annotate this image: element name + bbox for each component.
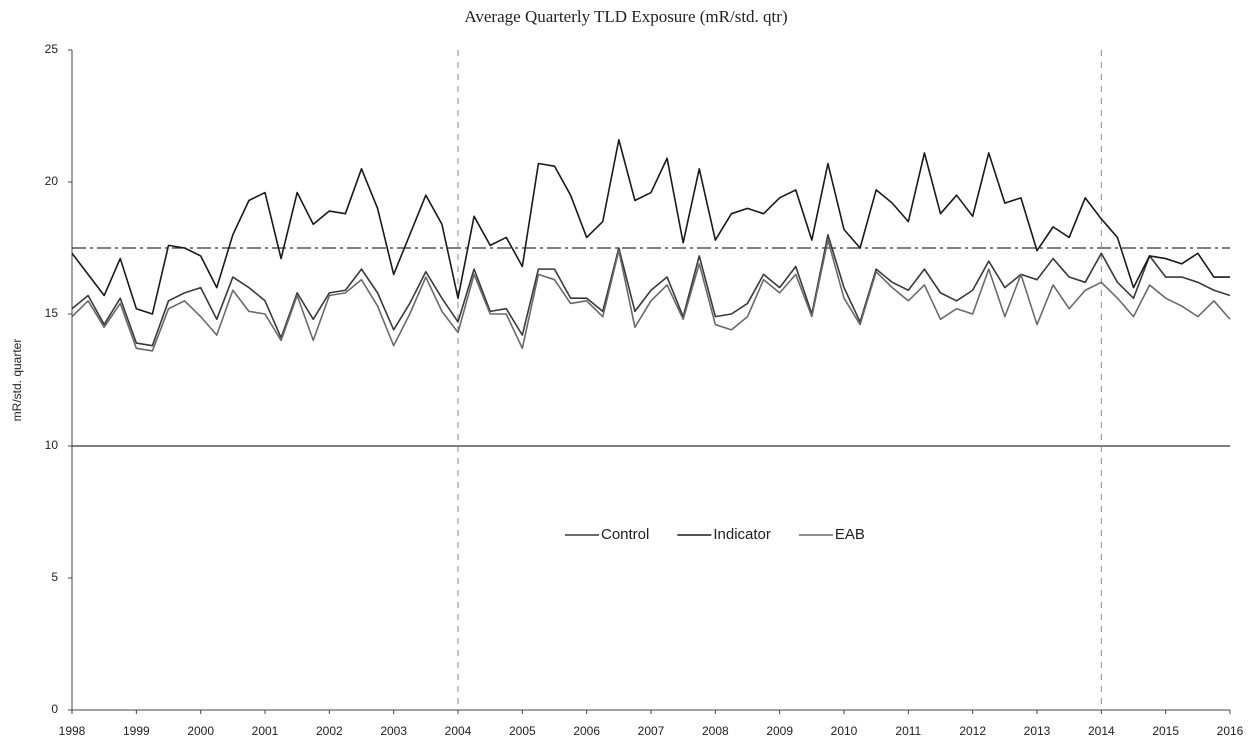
y-axis-label: mR/std. quarter (10, 339, 24, 422)
legend-label: Control (601, 526, 649, 543)
series-line (71, 138, 1230, 315)
y-tick-label: 20 (45, 174, 59, 188)
x-tick-label: 2007 (638, 724, 665, 738)
x-tick-label: 2000 (187, 724, 214, 738)
y-tick-label: 0 (51, 702, 58, 716)
series-line (71, 239, 1231, 352)
x-tick-label: 2009 (766, 724, 793, 738)
x-tick-label: 2010 (831, 724, 858, 738)
y-tick-label: 5 (51, 570, 58, 584)
x-tick-label: 2015 (1152, 724, 1179, 738)
x-tick-label: 2006 (573, 724, 600, 738)
y-tick-label: 15 (45, 306, 59, 320)
series-line (71, 234, 1231, 347)
x-tick-label: 2014 (1088, 724, 1115, 738)
x-tick-label: 2005 (509, 724, 536, 738)
legend: Control Indicator EAB (565, 526, 865, 543)
legend-label: Indicator (713, 526, 771, 543)
x-tick-label: 2013 (1024, 724, 1051, 738)
x-tick-label: 2011 (895, 724, 921, 738)
x-tick-label: 2012 (959, 724, 986, 738)
chart-title: Average Quarterly TLD Exposure (mR/std. … (464, 7, 787, 26)
x-tick-label: 1999 (123, 724, 150, 738)
x-tick-label: 2016 (1217, 724, 1244, 738)
y-tick-label: 10 (45, 438, 59, 452)
x-tick-label: 2003 (380, 724, 407, 738)
x-tick-label: 1998 (59, 724, 86, 738)
x-tick-label: 2001 (252, 724, 279, 738)
legend-label: EAB (835, 526, 865, 543)
x-tick-label: 2002 (316, 724, 343, 738)
y-tick-label: 25 (45, 42, 59, 56)
x-tick-label: 2004 (445, 724, 472, 738)
x-tick-label: 2008 (702, 724, 729, 738)
